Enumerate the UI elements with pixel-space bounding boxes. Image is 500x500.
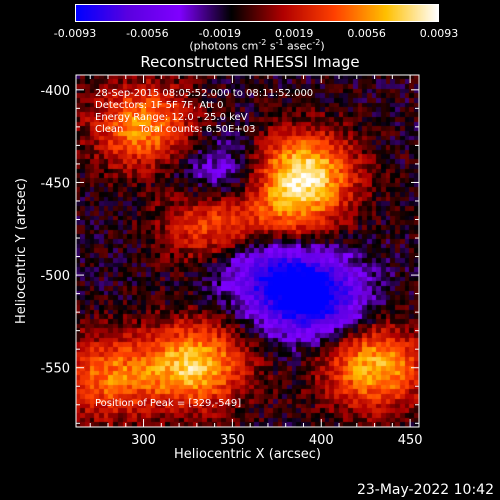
colorbar-tick-label: -0.0019 bbox=[198, 27, 242, 40]
y-tick-label: -450 bbox=[40, 176, 70, 191]
x-axis-label: Heliocentric X (arcsec) bbox=[174, 447, 321, 462]
colorbar bbox=[75, 4, 439, 22]
colorbar-tick-label: -0.0056 bbox=[126, 27, 169, 40]
x-tick-label: 350 bbox=[220, 433, 245, 448]
observation-time: 28-Sep-2015 08:05:52.000 to 08:11:52.000 bbox=[95, 88, 314, 99]
x-tick-label: 300 bbox=[131, 433, 156, 448]
y-tick-label: -400 bbox=[40, 84, 70, 99]
colorbar-tick-label: 0.0093 bbox=[419, 27, 459, 40]
x-tick-label: 400 bbox=[309, 433, 334, 448]
energy-range-info: Energy Range: 12.0 - 25.0 keV bbox=[95, 112, 248, 123]
colorbar-units: (photons cm-2 s-1 asec-2) bbox=[189, 38, 325, 53]
y-tick-label: -550 bbox=[40, 362, 70, 377]
detectors-info: Detectors: 1F 5F 7F, Att 0 bbox=[95, 100, 224, 111]
chart-title: Reconstructed RHESSI Image bbox=[140, 53, 360, 71]
colorbar-tick-label: -0.0093 bbox=[53, 27, 97, 40]
heatmap-image bbox=[76, 75, 419, 427]
plot-frame bbox=[75, 74, 420, 428]
y-tick-label: -500 bbox=[40, 269, 70, 284]
x-tick-label: 450 bbox=[398, 433, 423, 448]
colorbar-tick-label: 0.0056 bbox=[347, 27, 386, 40]
clean-counts-info: Clean Total counts: 6.50E+03 bbox=[95, 124, 256, 135]
colorbar-tick-label: 0.0019 bbox=[274, 27, 314, 40]
footer-date: 23-May-2022 10:42 bbox=[356, 482, 494, 498]
y-axis-label: Heliocentric Y (arcsec) bbox=[14, 178, 29, 324]
peak-position-info: Position of Peak = [329,-549] bbox=[95, 398, 242, 409]
